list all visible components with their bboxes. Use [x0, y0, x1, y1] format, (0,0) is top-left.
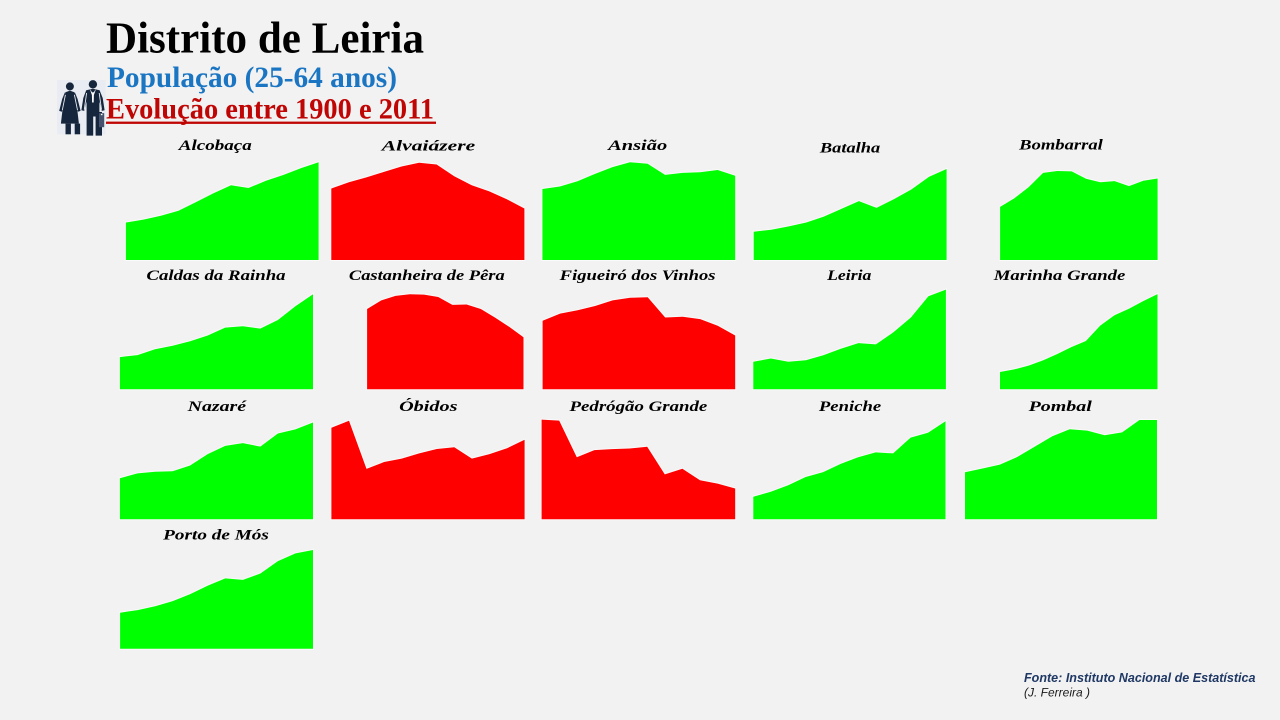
svg-text:População (25-64 anos): População (25-64 anos): [107, 62, 397, 94]
svg-text:Ansião: Ansião: [607, 138, 667, 154]
svg-text:Batalha: Batalha: [819, 140, 881, 156]
svg-text:Distrito de Leiria: Distrito de Leiria: [106, 13, 424, 63]
svg-text:Porto de Mós: Porto de Mós: [163, 528, 269, 544]
svg-text:Leiria: Leiria: [826, 268, 872, 284]
svg-text:Alcobaça: Alcobaça: [178, 138, 253, 154]
svg-text:Caldas da Rainha: Caldas da Rainha: [146, 268, 286, 284]
svg-text:Peniche: Peniche: [819, 399, 882, 415]
svg-text:Alvaiázere: Alvaiázere: [380, 138, 475, 154]
svg-text:Fonte: Instituto Nacional de E: Fonte: Instituto Nacional de Estatística: [1024, 670, 1256, 685]
svg-text:Evolução entre 1900 e 2011: Evolução entre 1900 e 2011: [106, 92, 434, 125]
svg-text:Marinha Grande: Marinha Grande: [993, 268, 1126, 284]
svg-text:Pombal: Pombal: [1029, 399, 1093, 415]
svg-text:Figueiró dos Vinhos: Figueiró dos Vinhos: [558, 268, 715, 284]
svg-text:(J. Ferreira ): (J. Ferreira ): [1024, 686, 1090, 700]
svg-text:Nazaré: Nazaré: [186, 399, 247, 415]
svg-text:Castanheira de Pêra: Castanheira de Pêra: [349, 268, 505, 284]
svg-text:Bombarral: Bombarral: [1018, 138, 1104, 154]
svg-text:Óbidos: Óbidos: [399, 398, 458, 415]
svg-text:Pedrógão Grande: Pedrógão Grande: [570, 399, 708, 415]
